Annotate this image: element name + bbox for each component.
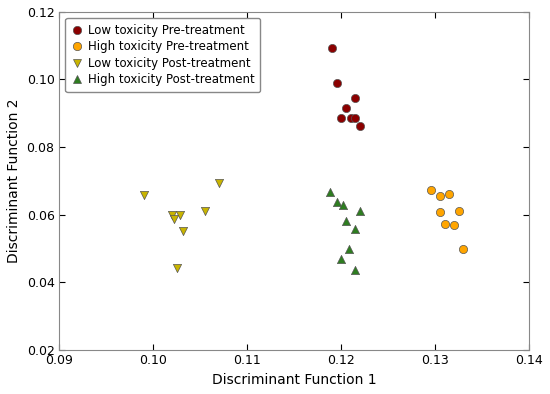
Point <box>214 180 223 187</box>
Y-axis label: Discriminant Function 2: Discriminant Function 2 <box>7 98 21 263</box>
Point <box>140 192 148 198</box>
Point <box>356 123 365 129</box>
Point <box>351 226 360 232</box>
Legend: Low toxicity Pre-treatment, High toxicity Pre-treatment, Low toxicity Post-treat: Low toxicity Pre-treatment, High toxicit… <box>65 18 260 92</box>
Point <box>351 95 360 101</box>
Point <box>436 209 444 215</box>
Point <box>179 228 188 234</box>
Point <box>337 256 345 262</box>
Point <box>445 190 454 197</box>
Point <box>440 221 449 227</box>
Point <box>459 246 468 252</box>
Point <box>327 45 336 51</box>
Point <box>342 217 350 224</box>
Point <box>351 267 360 273</box>
Point <box>339 202 348 208</box>
Point <box>332 199 341 205</box>
Point <box>201 207 210 214</box>
Point <box>326 188 334 195</box>
Point <box>449 222 458 229</box>
Point <box>426 187 435 193</box>
Point <box>356 208 365 214</box>
Point <box>169 216 178 222</box>
X-axis label: Discriminant Function 1: Discriminant Function 1 <box>212 373 377 387</box>
Point <box>346 115 355 121</box>
Point <box>175 212 184 218</box>
Point <box>168 212 177 218</box>
Point <box>436 193 444 199</box>
Point <box>342 105 350 112</box>
Point <box>332 80 341 86</box>
Point <box>337 115 345 121</box>
Point <box>351 115 360 121</box>
Point <box>454 207 463 214</box>
Point <box>172 265 181 271</box>
Point <box>344 246 353 252</box>
